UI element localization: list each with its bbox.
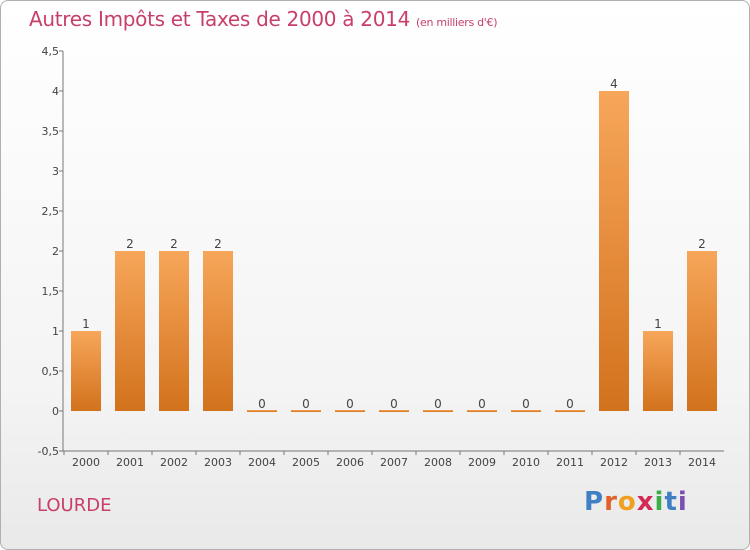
y-tick-label: 0,5 <box>42 365 60 378</box>
bar-2006 <box>335 410 365 412</box>
y-tick-label: 1 <box>52 325 59 338</box>
y-tick-label: 3,5 <box>42 125 60 138</box>
x-tick-label: 2005 <box>292 456 320 469</box>
bar-2003 <box>203 251 233 411</box>
logo-letter: i <box>654 487 665 517</box>
logo-letter: P <box>584 487 605 517</box>
y-tick-label: -0,5 <box>38 445 59 458</box>
chart-title: Autres Impôts et Taxes de 2000 à 2014 (en… <box>29 7 498 31</box>
data-label-2013: 1 <box>654 317 662 331</box>
y-tick-label: 3 <box>52 165 59 178</box>
location-label: LOURDE <box>37 495 112 516</box>
data-label-2000: 1 <box>82 317 90 331</box>
bar-2005 <box>291 410 321 412</box>
bar-2002 <box>159 251 189 411</box>
bar-2012 <box>599 91 629 411</box>
x-tick-label: 2011 <box>556 456 584 469</box>
chart-subtitle: (en milliers d'€) <box>416 16 498 29</box>
y-tick-label: 2 <box>52 245 59 258</box>
x-tick-label: 2014 <box>688 456 716 469</box>
data-label-2010: 0 <box>522 397 530 411</box>
x-tick-label: 2008 <box>424 456 452 469</box>
data-label-2004: 0 <box>258 397 266 411</box>
x-tick-label: 2006 <box>336 456 364 469</box>
bar-2004 <box>247 410 277 412</box>
y-tick-label: 4 <box>52 85 59 98</box>
x-tick-label: 2002 <box>160 456 188 469</box>
data-label-2001: 2 <box>126 237 134 251</box>
bar-2000 <box>71 331 101 411</box>
logo-letter: i <box>677 487 688 517</box>
data-label-2012: 4 <box>610 77 618 91</box>
x-tick-label: 2001 <box>116 456 144 469</box>
x-tick-label: 2009 <box>468 456 496 469</box>
logo-letter: t <box>664 487 678 517</box>
data-label-2005: 0 <box>302 397 310 411</box>
bar-2013 <box>643 331 673 411</box>
data-label-2009: 0 <box>478 397 486 411</box>
data-label-2006: 0 <box>346 397 354 411</box>
data-label-2014: 2 <box>698 237 706 251</box>
x-tick-label: 2000 <box>72 456 100 469</box>
x-tick-label: 2007 <box>380 456 408 469</box>
data-label-2002: 2 <box>170 237 178 251</box>
logo-letter: o <box>617 487 637 517</box>
bar-2008 <box>423 410 453 412</box>
x-tick-label: 2004 <box>248 456 276 469</box>
logo-letter: x <box>636 487 655 517</box>
y-tick-label: 4,5 <box>42 45 60 58</box>
bar-2009 <box>467 410 497 412</box>
bar-2011 <box>555 410 585 412</box>
proxiti-logo: Proxiti <box>584 487 688 517</box>
x-tick-label: 2013 <box>644 456 672 469</box>
y-tick-label: 1,5 <box>42 285 60 298</box>
data-label-2003: 2 <box>214 237 222 251</box>
bar-2001 <box>115 251 145 411</box>
bar-2007 <box>379 410 409 412</box>
data-label-2008: 0 <box>434 397 442 411</box>
bar-2014 <box>687 251 717 411</box>
data-label-2011: 0 <box>566 397 574 411</box>
bar-2010 <box>511 410 541 412</box>
y-tick-label: 0 <box>52 405 59 418</box>
data-label-2007: 0 <box>390 397 398 411</box>
y-tick-label: 2,5 <box>42 205 60 218</box>
x-tick-label: 2010 <box>512 456 540 469</box>
logo-letter: r <box>604 487 618 517</box>
x-tick-label: 2012 <box>600 456 628 469</box>
x-tick-label: 2003 <box>204 456 232 469</box>
